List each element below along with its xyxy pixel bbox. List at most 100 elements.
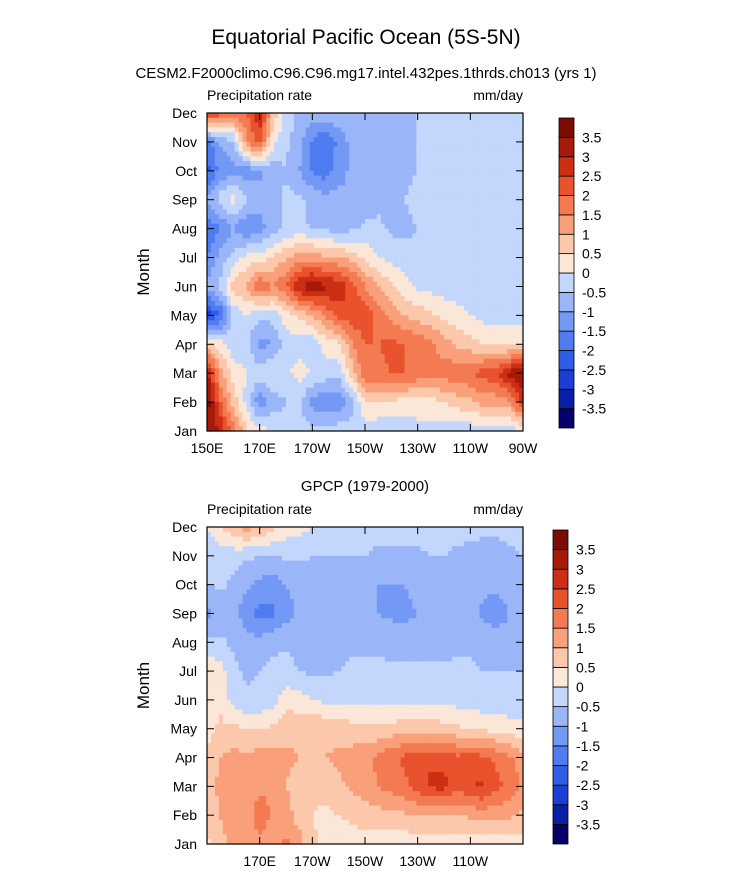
heatmap-cell xyxy=(321,315,327,321)
heatmap-cell xyxy=(210,185,216,191)
heatmap-cell xyxy=(293,363,299,369)
heatmap-cell xyxy=(436,214,441,220)
heatmap-cell xyxy=(444,166,449,172)
heatmap-cell xyxy=(475,320,481,326)
heatmap-cell xyxy=(416,146,421,153)
heatmap-cell xyxy=(447,141,453,148)
heatmap-cell xyxy=(282,117,287,124)
heatmap-cell xyxy=(325,243,331,249)
heatmap-cell xyxy=(250,353,255,360)
heatmap-cell xyxy=(353,132,358,138)
heatmap-cell xyxy=(408,209,413,215)
heatmap-cell xyxy=(207,223,212,230)
heatmap-cell xyxy=(207,402,212,408)
heatmap-cell xyxy=(270,247,275,254)
heatmap-cell xyxy=(361,175,366,182)
heatmap-cell xyxy=(408,204,413,210)
heatmap-cell xyxy=(258,334,263,341)
heatmap-cell xyxy=(286,373,291,379)
heatmap-cell xyxy=(499,166,504,172)
heatmap-cell xyxy=(214,247,220,254)
heatmap-cell xyxy=(487,305,492,312)
heatmap-cell xyxy=(317,363,323,369)
heatmap-cell xyxy=(491,252,496,259)
heatmap-cell xyxy=(309,146,315,153)
heatmap-cell xyxy=(404,276,410,283)
heatmap-cell xyxy=(416,296,421,302)
heatmap-cell xyxy=(400,349,406,355)
heatmap-cell xyxy=(365,170,370,177)
heatmap-cell xyxy=(483,344,489,350)
heatmap-cell xyxy=(392,329,398,336)
heatmap-cell xyxy=(258,315,263,321)
heatmap-cell xyxy=(226,132,232,138)
heatmap-cell xyxy=(487,146,492,153)
heatmap-cell xyxy=(226,117,232,124)
heatmap-cell xyxy=(376,137,382,143)
heatmap-cell xyxy=(380,166,386,172)
heatmap-cell xyxy=(515,378,520,384)
heatmap-cell xyxy=(270,166,275,172)
heatmap-cell xyxy=(392,233,398,239)
heatmap-cell xyxy=(511,344,516,350)
heatmap-cell xyxy=(297,156,303,162)
heatmap-cell xyxy=(357,247,362,254)
heatmap-cell xyxy=(282,358,287,365)
heatmap-cell xyxy=(444,392,449,398)
heatmap-cell xyxy=(412,190,417,196)
heatmap-cell xyxy=(274,243,279,249)
heatmap-cell xyxy=(278,219,283,225)
heatmap-cell xyxy=(246,127,252,133)
heatmap-cell xyxy=(432,368,437,374)
heatmap-cell xyxy=(293,146,299,153)
heatmap-cell xyxy=(365,194,370,201)
heatmap-cell xyxy=(218,233,224,239)
heatmap-cell xyxy=(274,300,279,307)
heatmap-cell xyxy=(376,151,382,157)
heatmap-cell xyxy=(440,185,445,191)
heatmap-cell xyxy=(222,320,228,326)
heatmap-cell xyxy=(444,267,449,273)
heatmap-cell xyxy=(420,262,425,268)
heatmap-cell xyxy=(309,402,315,408)
heatmap-cell xyxy=(282,267,287,273)
heatmap-cell xyxy=(440,281,445,288)
heatmap-cell xyxy=(400,156,406,162)
heatmap-cell xyxy=(376,325,382,331)
heatmap-cell xyxy=(483,156,489,162)
heatmap-cell xyxy=(353,204,358,210)
heatmap-cell xyxy=(400,122,406,129)
heatmap-cell xyxy=(297,151,303,157)
heatmap-cell xyxy=(447,137,453,143)
heatmap-cell xyxy=(345,320,350,326)
heatmap-cell xyxy=(511,146,516,153)
heatmap-cell xyxy=(412,166,417,172)
heatmap-cell xyxy=(475,194,481,201)
heatmap-cell xyxy=(463,315,469,321)
heatmap-cell xyxy=(483,113,489,119)
heatmap-cell xyxy=(455,368,461,374)
heatmap-cell xyxy=(483,243,489,249)
heatmap-cell xyxy=(258,141,263,148)
heatmap-cell xyxy=(218,132,224,138)
heatmap-cell xyxy=(475,170,481,177)
heatmap-cell xyxy=(515,166,520,172)
heatmap-cell xyxy=(353,310,358,316)
heatmap-cell xyxy=(451,122,457,129)
heatmap-cell xyxy=(309,219,315,225)
heatmap-cell xyxy=(511,334,516,341)
heatmap-cell xyxy=(238,344,244,350)
heatmap-cell xyxy=(254,397,259,403)
heatmap-cell xyxy=(317,252,323,259)
heatmap-cell xyxy=(270,137,275,143)
heatmap-cell xyxy=(226,204,232,210)
heatmap-cell xyxy=(451,291,457,297)
heatmap-cell xyxy=(416,325,421,331)
heatmap-cell xyxy=(380,286,386,292)
heatmap-cell xyxy=(353,219,358,225)
heatmap-cell xyxy=(286,281,291,288)
heatmap-cell xyxy=(345,161,350,167)
heatmap-cell xyxy=(282,132,287,138)
heatmap-cell xyxy=(313,392,319,398)
heatmap-cell xyxy=(519,406,524,413)
